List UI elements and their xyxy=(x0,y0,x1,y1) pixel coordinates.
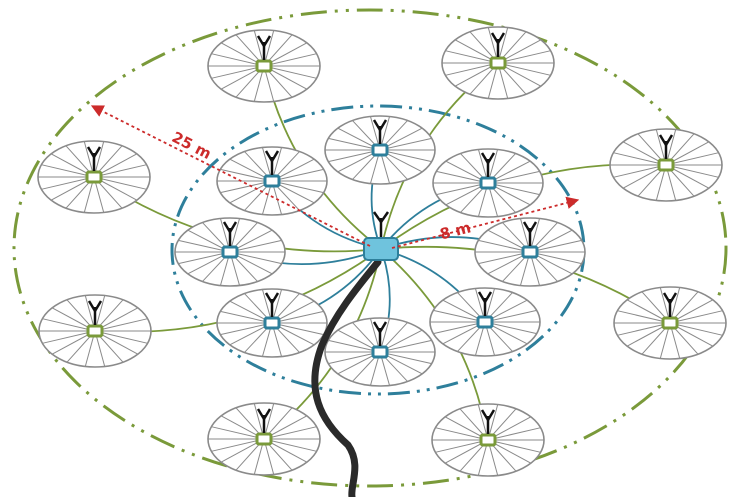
sensor-node xyxy=(216,146,328,216)
inner-radius-label: 8 m xyxy=(438,218,473,243)
hub-antenna-icon xyxy=(372,211,390,237)
antenna-icon xyxy=(86,146,102,171)
outer-radius-arrow xyxy=(90,105,371,247)
antenna-icon xyxy=(522,221,538,246)
antenna-icon xyxy=(372,119,388,144)
sensor-box xyxy=(521,245,539,259)
sensor-node xyxy=(324,115,436,185)
antenna-icon xyxy=(264,150,280,175)
antenna-icon xyxy=(264,292,280,317)
sensor-node xyxy=(216,288,328,358)
sensor-node xyxy=(324,317,436,387)
outer-radius-label: 25 m xyxy=(169,128,214,163)
sensor-node xyxy=(37,140,151,214)
sensor-box xyxy=(263,316,281,330)
sensor-box xyxy=(479,433,497,447)
sensor-box xyxy=(479,176,497,190)
antenna-icon xyxy=(477,291,493,316)
sensor-node xyxy=(38,294,152,368)
sensor-node xyxy=(441,26,555,100)
inner-radius-arrow xyxy=(391,196,580,249)
antenna-icon xyxy=(372,321,388,346)
disc-spokes xyxy=(208,30,320,102)
antenna-icon xyxy=(658,134,674,159)
sensor-node xyxy=(474,217,586,287)
antenna-icon xyxy=(480,152,496,177)
sensor-box xyxy=(86,324,104,338)
hub-node xyxy=(363,237,399,261)
sensor-node xyxy=(174,217,286,287)
antenna-icon xyxy=(87,300,103,325)
antenna-icon xyxy=(490,32,506,57)
sensor-node xyxy=(613,286,727,360)
sensor-node xyxy=(207,402,321,476)
sensor-box xyxy=(657,158,675,172)
sensor-box xyxy=(489,56,507,70)
antenna-icon xyxy=(662,292,678,317)
sensor-node xyxy=(431,403,545,477)
sensor-node xyxy=(429,287,541,357)
sensor-box xyxy=(85,170,103,184)
antenna-icon xyxy=(222,221,238,246)
sensor-node xyxy=(207,29,321,103)
outer-range-ring xyxy=(12,8,728,488)
sensor-box xyxy=(255,432,273,446)
sensor-box xyxy=(371,345,389,359)
sensor-box xyxy=(255,59,273,73)
sensor-box xyxy=(476,315,494,329)
sensor-node xyxy=(432,148,544,218)
antenna-icon xyxy=(256,35,272,60)
sensor-box xyxy=(371,143,389,157)
antenna-icon xyxy=(256,408,272,433)
sensor-box xyxy=(221,245,239,259)
sensor-box xyxy=(263,174,281,188)
network-nodes xyxy=(37,26,727,477)
main-cable xyxy=(311,258,382,497)
sensor-node xyxy=(609,128,723,202)
antenna-icon xyxy=(480,409,496,434)
sensor-box xyxy=(661,316,679,330)
